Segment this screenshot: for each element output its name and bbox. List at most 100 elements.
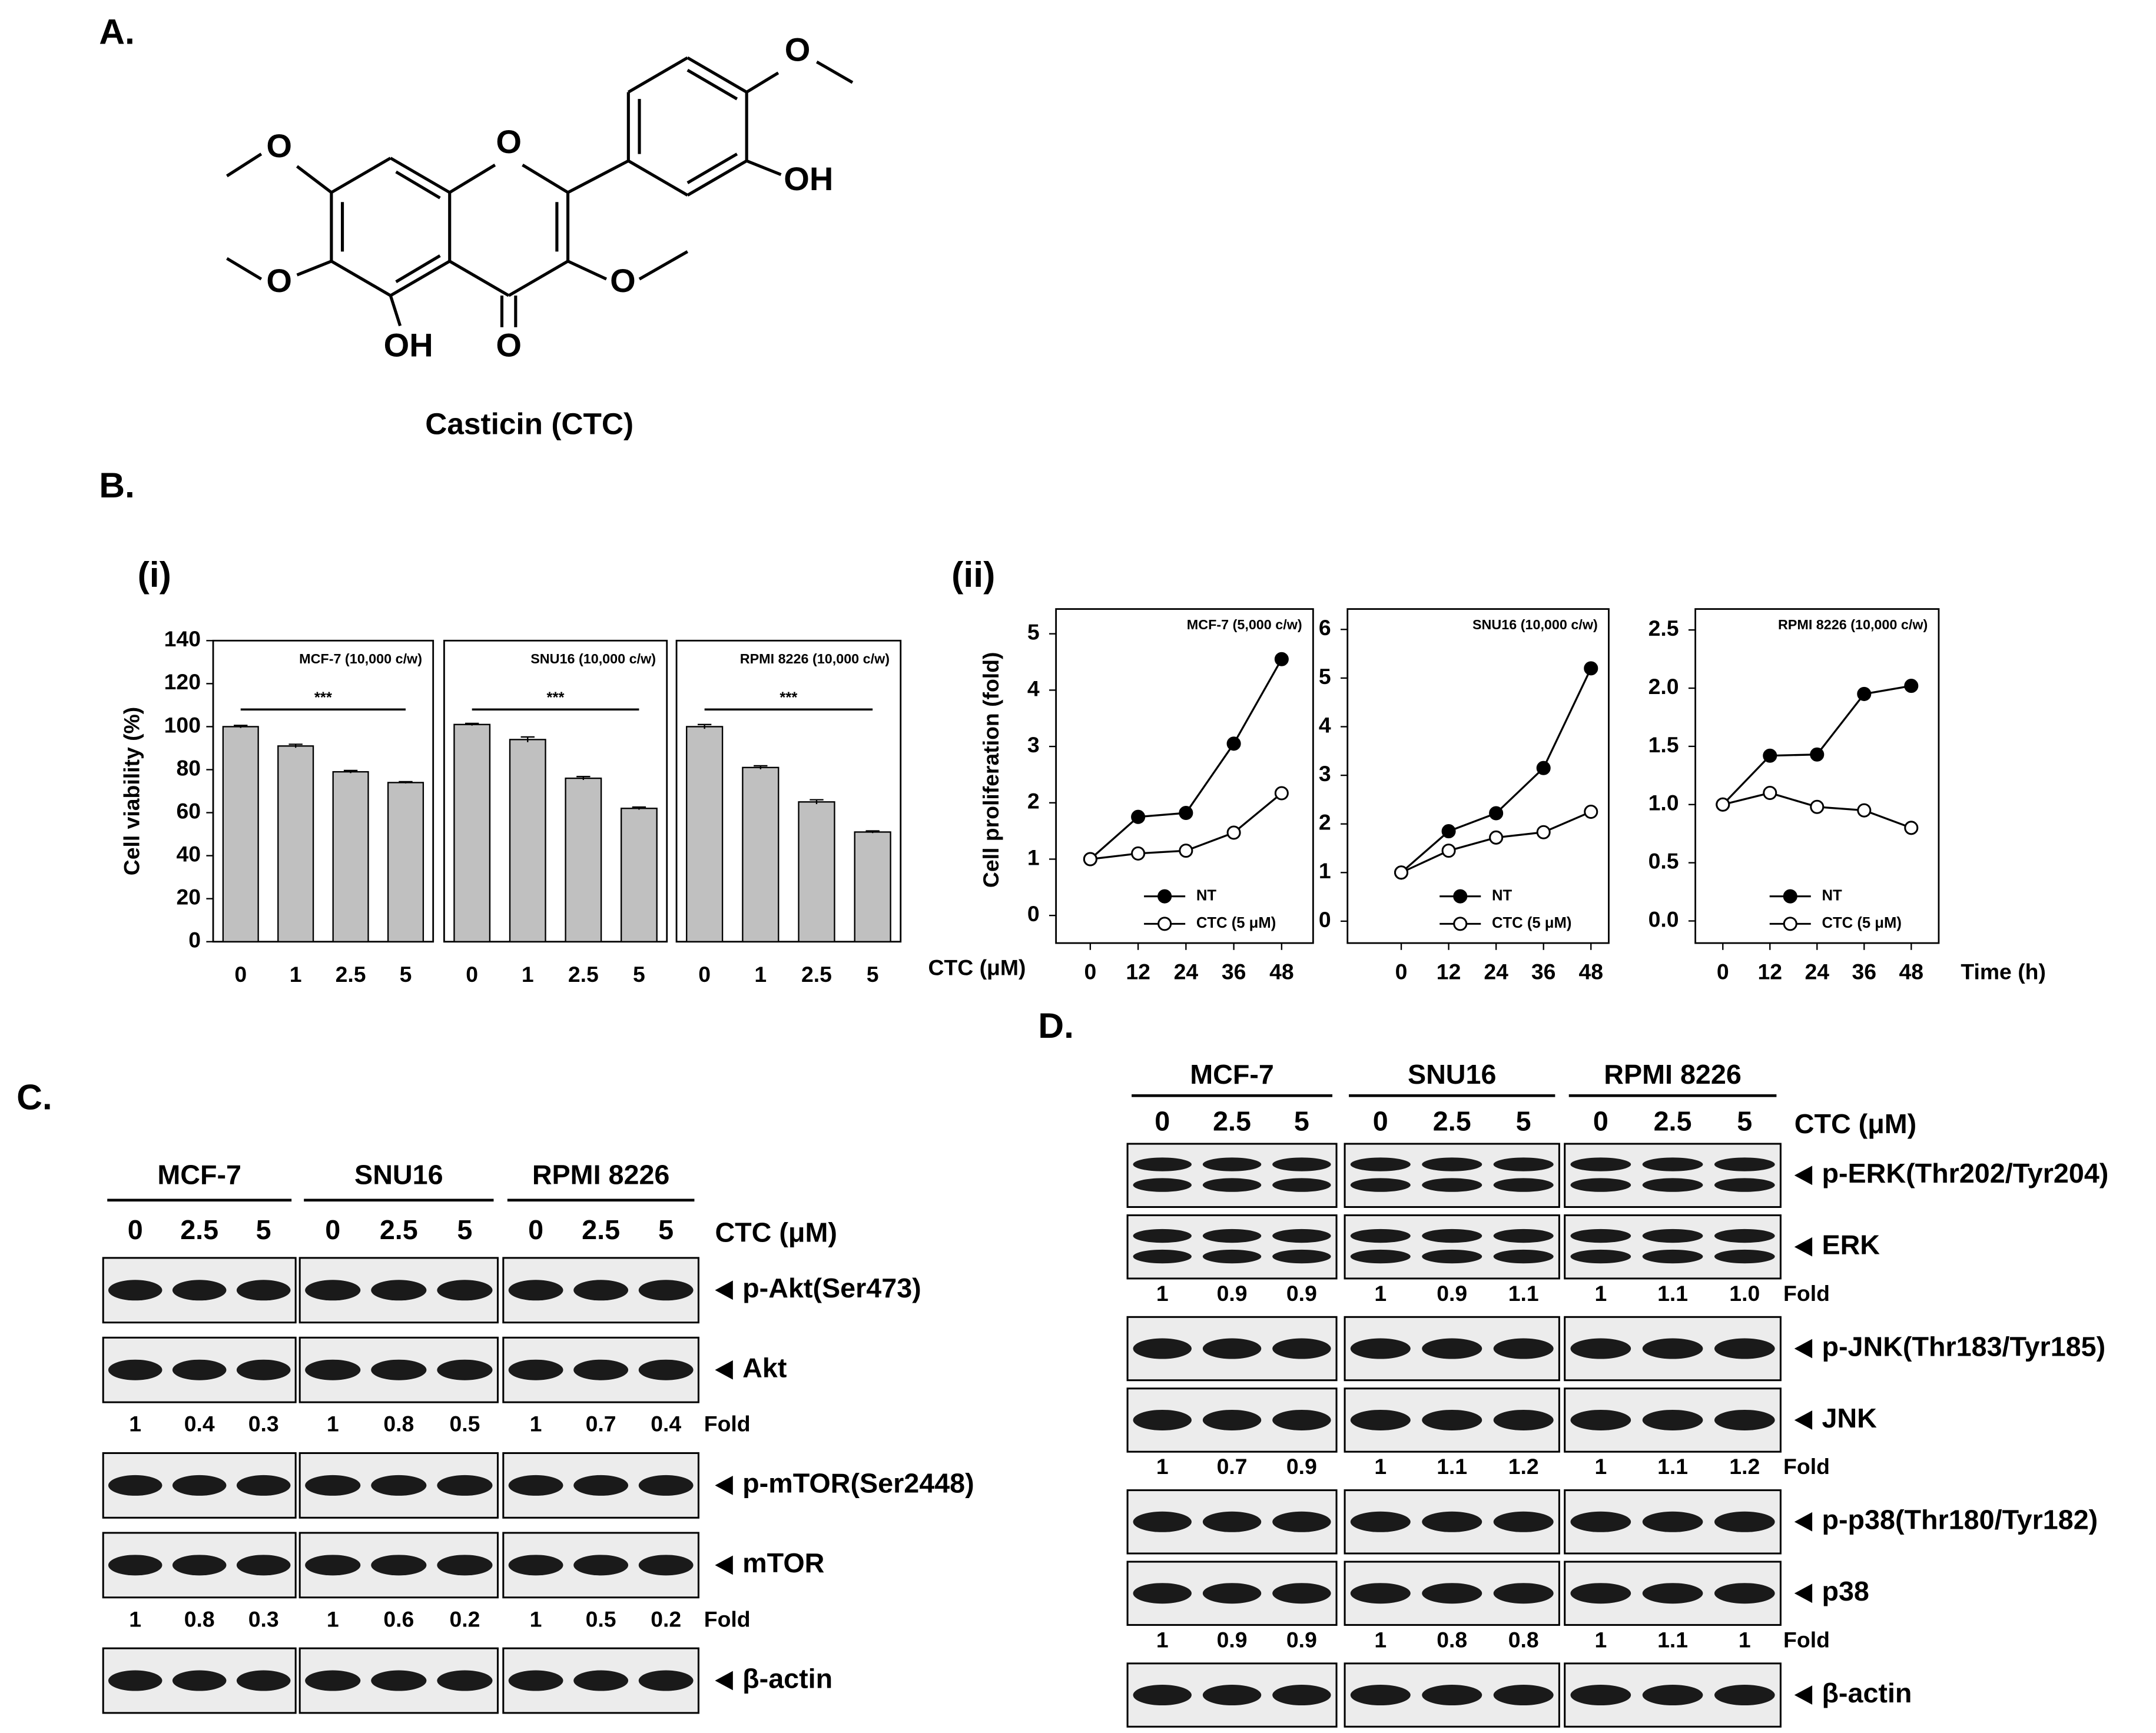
point [1226,736,1241,751]
atom-label: O [266,127,292,164]
x-tick-label: 5 [400,962,412,987]
fold-value: 1.0 [1729,1281,1760,1306]
dose-label: 5 [1516,1105,1531,1136]
y-tick-label: 2 [1319,810,1331,835]
band [1272,1583,1331,1604]
point [1536,825,1551,839]
band [1350,1229,1411,1243]
band [1133,1685,1192,1706]
protein-label: p-mTOR(Ser2448) [742,1468,974,1499]
band [1714,1229,1775,1243]
dose-label: 5 [457,1214,472,1245]
band [1493,1229,1554,1243]
bond [815,60,854,84]
band [108,1670,162,1691]
band [1133,1157,1192,1171]
x-axis-label: Time (h) [1961,959,2046,984]
band [1714,1249,1775,1264]
band [1202,1685,1262,1706]
bar [565,777,602,942]
plot-frame [675,639,902,943]
y-tick-label: 0.5 [1648,849,1679,874]
band [371,1280,427,1301]
x-tick-label: 0 [698,962,711,987]
fold-label: Fold [704,1606,751,1631]
band [172,1555,227,1576]
band [1272,1511,1331,1532]
band [1202,1249,1262,1264]
band [1642,1685,1703,1706]
band [1642,1178,1703,1192]
band [1493,1409,1554,1430]
protein-label: p-p38(Thr180/Tyr182) [1822,1505,2098,1535]
atom-label: O [266,262,292,299]
label-arrow [715,1671,733,1691]
point [1716,797,1730,812]
dose-label: 2.5 [380,1214,418,1245]
protein-label: mTOR [742,1548,824,1578]
protein-label: β-actin [1822,1678,1912,1708]
label-arrow [1794,1512,1813,1532]
fold-value: 1 [1594,1454,1607,1479]
label-arrow [1794,1339,1813,1359]
x-tick-label: 36 [1222,959,1246,984]
band [437,1359,493,1380]
band [1493,1685,1554,1706]
point [1179,805,1193,821]
point [1489,830,1504,845]
band [1570,1249,1631,1264]
band [1133,1338,1192,1359]
error-bar [520,736,535,742]
y-tick-label: 5 [1319,664,1331,689]
panel-label: C. [16,1077,52,1117]
fold-label: Fold [1783,1627,1830,1652]
band [1133,1178,1192,1192]
dose-label: 2.5 [582,1214,620,1245]
band [108,1555,162,1576]
error-bar [399,781,413,783]
cell-line: MCF-7 [157,1159,241,1190]
error-bar [632,806,646,810]
chart-title: RPMI 8226 (10,000 c/w) [1778,617,1928,632]
x-tick-label: 2.5 [336,962,366,987]
band [1642,1583,1703,1604]
point [1131,809,1146,824]
band [1272,1157,1331,1171]
atom-label: OH [784,160,833,197]
band [236,1555,291,1576]
label-arrow [1794,1685,1813,1705]
x-tick-label: 12 [1757,959,1782,984]
band [508,1359,563,1380]
band [1422,1229,1482,1243]
subpanel-label: (ii) [951,555,995,595]
point [1441,824,1456,839]
fold-value: 1 [1739,1627,1751,1652]
fold-label: Fold [704,1412,751,1436]
band [1570,1685,1631,1706]
bar [453,723,491,942]
fold-value: 1.2 [1508,1454,1539,1479]
x-tick-label: 1 [754,962,767,987]
fold-value: 1 [327,1606,339,1631]
band [236,1475,291,1496]
band [573,1475,629,1496]
blot-frame [1564,1143,1782,1208]
legend-label: CTC (5 μM) [1196,915,1276,931]
band [508,1555,563,1576]
cell-line: RPMI 8226 [1604,1059,1742,1090]
fold-value: 0.8 [184,1606,215,1631]
band [1493,1338,1554,1359]
point [1179,844,1193,858]
legend-label: CTC (5 μM) [1492,915,1572,931]
x-tick-label: 0 [1395,959,1408,984]
band [108,1359,162,1380]
band [1202,1338,1262,1359]
band [1350,1685,1411,1706]
bond [330,260,392,297]
band [1642,1338,1703,1359]
dose-label: 5 [256,1214,271,1245]
x-axis-label: CTC (μM) [928,955,1026,980]
fold-value: 1 [530,1606,542,1631]
protein-label: p-Akt(Ser473) [742,1273,921,1303]
y-tick-label: 0 [188,928,201,952]
